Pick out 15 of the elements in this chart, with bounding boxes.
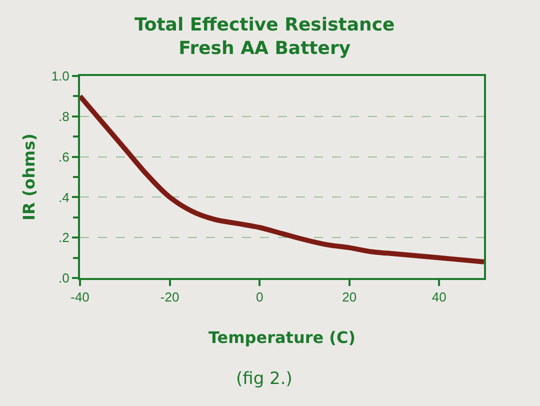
y-tick-label: 1.0 xyxy=(51,68,70,84)
y-tick-label: .4 xyxy=(58,190,70,205)
x-tick-label: 0 xyxy=(256,290,264,305)
chart-title: Total Effective Resistance Fresh AA Battery xyxy=(134,14,395,59)
x-tick-label: -40 xyxy=(70,290,90,305)
x-tick-label: -20 xyxy=(160,290,180,305)
x-axis-title: Temperature (C) xyxy=(208,328,356,347)
y-axis-title: IR (ohms) xyxy=(20,133,39,221)
y-tick-label: .6 xyxy=(58,149,70,164)
x-tick-label: 20 xyxy=(342,290,357,305)
y-tick-label: .8 xyxy=(58,108,70,124)
text: (fig 2.) xyxy=(236,369,292,389)
y-tick-label: .0 xyxy=(58,270,70,286)
y-tick-label: .2 xyxy=(58,230,70,246)
x-tick-label: 40 xyxy=(432,290,446,305)
